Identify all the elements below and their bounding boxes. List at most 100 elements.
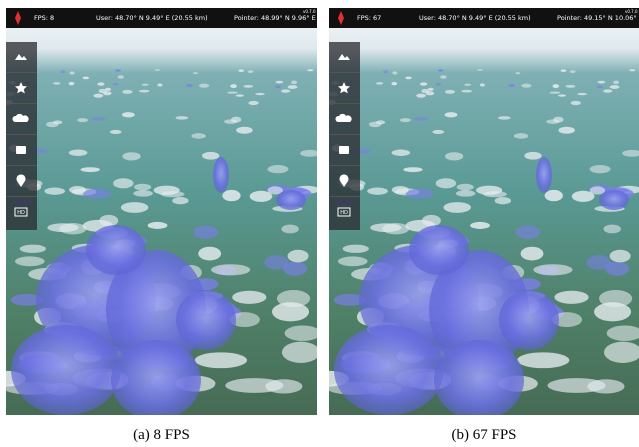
cloud-patch xyxy=(589,186,606,195)
sidebar-button[interactable]: HD xyxy=(6,196,37,217)
cloud-icon xyxy=(335,113,352,122)
cloud-patch xyxy=(521,83,532,88)
cloud-patch xyxy=(93,93,104,98)
sidebar-button[interactable] xyxy=(6,134,37,155)
cloud-patch xyxy=(133,190,153,197)
cloud-patch xyxy=(243,84,254,88)
cloud-patch xyxy=(533,264,573,276)
cloud-patch xyxy=(14,256,45,267)
cloud-patch xyxy=(597,80,606,84)
sidebar-button[interactable] xyxy=(6,72,37,94)
sidebar-button[interactable] xyxy=(329,72,360,94)
volume-blob xyxy=(599,190,629,210)
sidebar-button[interactable] xyxy=(15,54,27,60)
compass xyxy=(15,11,21,25)
volume-blob xyxy=(176,290,236,350)
cloud-patch xyxy=(603,341,639,363)
cloud-patch xyxy=(122,112,135,118)
cloud-patch xyxy=(193,72,198,75)
cloud-patch xyxy=(134,183,152,191)
pin-icon xyxy=(339,174,349,187)
pointer-position: Pointer: 49.15° N 10.06° xyxy=(557,14,637,22)
volume-blob xyxy=(111,340,201,415)
volume-blob xyxy=(11,325,121,415)
cloud-patch xyxy=(375,82,384,85)
cloud-patch xyxy=(440,75,447,79)
cloud-patch xyxy=(571,190,595,202)
sidebar-button[interactable] xyxy=(329,134,360,155)
cloud-patch xyxy=(264,255,289,270)
cloud-patch xyxy=(606,325,639,341)
cloud-patch xyxy=(432,129,445,135)
cloud-patch xyxy=(280,89,291,93)
cloud-patch xyxy=(238,69,245,73)
message-icon xyxy=(16,146,26,154)
hd-label: HD xyxy=(17,210,25,216)
cloud-patch xyxy=(284,325,317,341)
cloud-patch xyxy=(399,118,411,123)
cloud-patch xyxy=(276,290,311,308)
cloud-patch xyxy=(368,121,382,128)
cloud-patch xyxy=(437,69,444,72)
message-icon xyxy=(339,146,349,154)
volume-blob xyxy=(334,325,444,415)
cloud-patch xyxy=(337,256,368,267)
cloud-patch xyxy=(198,246,222,261)
cloud-patch xyxy=(479,83,485,87)
cloud-patch xyxy=(83,188,111,199)
cloud-patch xyxy=(236,126,253,134)
cloud-patch xyxy=(60,70,66,74)
cloud-patch xyxy=(68,149,88,156)
hd-box xyxy=(337,207,351,217)
cloud-patch xyxy=(157,83,163,87)
cloud-patch xyxy=(172,197,189,205)
cloud-patch xyxy=(464,83,472,86)
mountain-icon xyxy=(338,54,350,60)
cloud-patch xyxy=(498,116,511,120)
star-icon xyxy=(15,82,27,94)
cloud-patch xyxy=(82,76,90,80)
cloud-patch xyxy=(435,178,457,189)
cloud-patch xyxy=(383,70,389,74)
sidebar-button[interactable] xyxy=(338,54,350,60)
cloud-patch xyxy=(224,119,238,124)
star-icon xyxy=(338,82,350,94)
cloud-patch xyxy=(265,379,303,394)
sidebar-button[interactable] xyxy=(6,103,37,123)
cloud-patch xyxy=(232,290,267,304)
sidebar xyxy=(329,42,360,230)
sidebar-button[interactable]: HD xyxy=(329,196,360,217)
cloud-patch xyxy=(569,70,576,73)
volume-blob xyxy=(409,225,469,275)
sidebar-button[interactable] xyxy=(6,165,37,188)
cloud-patch xyxy=(53,82,61,85)
sidebar-button[interactable] xyxy=(329,165,360,188)
cloud-patch xyxy=(44,187,66,195)
cloud-patch xyxy=(477,69,483,71)
cloud-patch xyxy=(229,312,260,328)
cloud-patch xyxy=(114,69,121,72)
cloud-patch xyxy=(367,187,388,195)
cloud-patch xyxy=(599,290,633,308)
cloud-patch xyxy=(235,94,244,97)
sidebar-button[interactable] xyxy=(329,103,360,123)
cloud-patch xyxy=(435,83,442,86)
cloud-patch xyxy=(609,85,620,89)
cloud-patch xyxy=(300,149,317,157)
cloud-patch xyxy=(594,302,632,322)
cloud-patch xyxy=(589,165,611,174)
pin-icon xyxy=(16,174,26,187)
cloud-patch xyxy=(69,71,75,75)
cloud-patch xyxy=(185,83,193,87)
cloud-patch xyxy=(603,89,613,93)
cloud-patch xyxy=(403,167,423,173)
cloud-patch xyxy=(544,189,563,202)
cloud-patch xyxy=(515,72,521,75)
cloud-patch xyxy=(443,202,471,213)
cloud-patch xyxy=(603,224,621,234)
cloud-patch xyxy=(586,255,611,270)
cloud-patch xyxy=(249,190,273,202)
cloud-patch xyxy=(565,84,576,88)
cloud-patch xyxy=(193,225,218,239)
